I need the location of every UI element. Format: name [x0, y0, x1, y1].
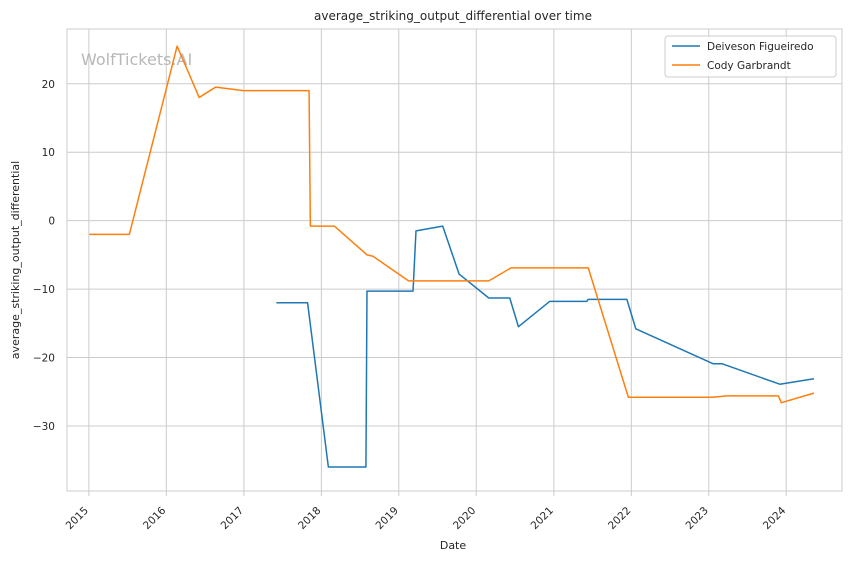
- y-tick-label: −20: [33, 353, 55, 365]
- y-axis-label: average_striking_output_differential: [9, 161, 22, 359]
- y-axis-ticks: 20 10 0 −10 −20 −30: [33, 79, 55, 433]
- y-tick-label: 10: [42, 147, 55, 159]
- chart-title: average_striking_output_differential ove…: [314, 9, 592, 23]
- x-axis-label: Date: [440, 539, 467, 552]
- x-tick-label: 2017: [219, 505, 246, 532]
- x-tick-label: 2015: [64, 505, 91, 532]
- legend-label-deiveson-figueiredo: Deiveson Figueiredo: [707, 41, 814, 53]
- x-tick-label: 2016: [141, 504, 169, 532]
- legend: Deiveson Figueiredo Cody Garbrandt: [664, 35, 837, 78]
- x-tick-label: 2023: [683, 505, 710, 532]
- x-tick-label: 2020: [451, 505, 478, 532]
- series-line-cody-garbrandt: [89, 45, 815, 404]
- x-tick-label: 2021: [529, 505, 556, 532]
- y-tick-label: −10: [33, 284, 55, 296]
- x-tick-label: 2024: [761, 504, 789, 532]
- gridlines: [67, 29, 842, 491]
- y-tick-label: 0: [48, 216, 55, 228]
- x-axis-ticks: 2015 2016 2017 2018 2019 2020 2021 2022 2023 2024: [64, 491, 789, 532]
- plot-frame: [66, 28, 843, 492]
- watermark-text: WolfTickets.AI: [81, 50, 192, 69]
- x-tick-label: 2019: [374, 505, 401, 532]
- x-tick-label: 2018: [296, 505, 323, 532]
- y-tick-label: −30: [33, 421, 55, 433]
- x-tick-label: 2022: [606, 505, 633, 532]
- y-tick-label: 20: [42, 79, 55, 91]
- series-lines: [89, 45, 815, 468]
- legend-label-cody-garbrandt: Cody Garbrandt: [707, 60, 791, 72]
- legend-box: [664, 35, 837, 78]
- series-line-deiveson-figueiredo: [276, 225, 815, 468]
